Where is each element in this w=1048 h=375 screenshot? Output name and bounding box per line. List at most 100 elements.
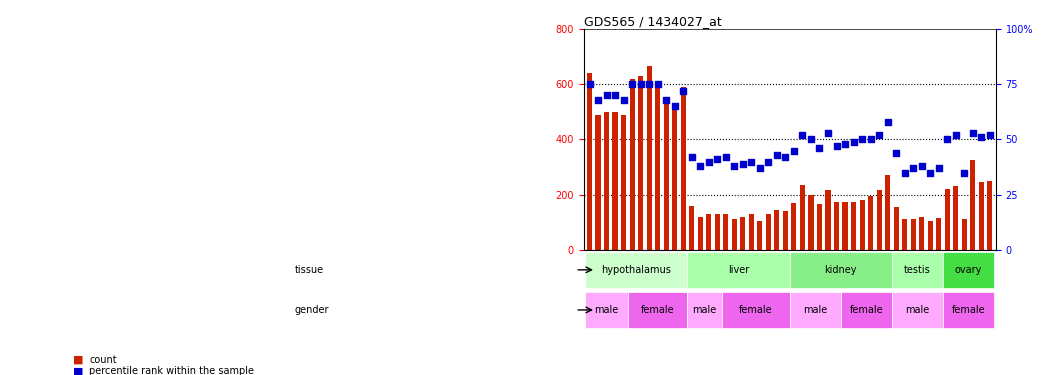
Point [700,159,717,165]
Point [692,163,708,169]
Text: testis: testis [904,265,931,275]
Bar [911,219,916,250]
Point [939,136,956,142]
Text: female: female [640,305,675,315]
Text: male: male [803,305,827,315]
Bar [638,76,643,250]
Point [683,154,700,160]
Point [836,141,853,147]
Point [931,165,947,171]
Bar [987,181,992,250]
Point [863,136,879,142]
FancyBboxPatch shape [585,252,687,288]
Point [640,81,657,87]
Text: female: female [952,305,985,315]
FancyBboxPatch shape [789,252,892,288]
Bar [816,204,822,250]
FancyBboxPatch shape [789,292,840,328]
Text: ■: ■ [73,355,84,365]
Point [751,165,768,171]
Bar [843,201,848,250]
Bar [954,186,958,250]
Bar [936,218,941,250]
Bar [612,112,617,250]
Bar [680,87,685,250]
Point [947,132,964,138]
Bar [647,66,652,250]
Bar [690,206,694,250]
Point [726,163,743,169]
Text: female: female [739,305,772,315]
Point [871,132,888,138]
Bar [758,221,762,250]
Bar [672,109,677,250]
Bar [604,112,609,250]
Text: percentile rank within the sample: percentile rank within the sample [89,366,254,375]
Point [913,163,930,169]
Point [794,132,811,138]
Point [956,170,973,176]
Bar [894,207,899,250]
Point [845,139,861,145]
Point [964,130,981,136]
Text: hypothalamus: hypothalamus [602,265,672,275]
Bar [723,214,728,250]
Bar [783,211,788,250]
FancyBboxPatch shape [687,252,789,288]
Bar [663,102,669,250]
Point [658,97,675,103]
FancyBboxPatch shape [721,292,789,328]
Bar [979,182,984,250]
FancyBboxPatch shape [892,292,943,328]
Point [904,165,921,171]
Point [820,130,836,136]
Bar [740,217,745,250]
Bar [698,217,703,250]
Point [708,156,725,162]
Point [615,97,632,103]
Point [675,88,692,94]
Text: ovary: ovary [955,265,982,275]
Point [888,150,904,156]
Bar [595,116,601,250]
Text: count: count [89,355,116,365]
Point [811,145,828,151]
Point [879,119,896,125]
Point [624,81,640,87]
Bar [944,189,949,250]
Text: gender: gender [294,305,329,315]
Point [922,170,939,176]
Bar [630,79,635,250]
Point [582,81,598,87]
Bar [876,190,881,250]
Point [896,170,913,176]
Text: tissue: tissue [294,265,324,275]
Text: male: male [693,305,717,315]
Bar [655,81,660,250]
Bar [587,73,592,250]
Point [803,136,820,142]
Bar [791,203,796,250]
Bar [834,201,839,250]
Bar [826,190,831,250]
FancyBboxPatch shape [943,292,995,328]
Bar [927,221,933,250]
Point [777,154,793,160]
Point [590,97,607,103]
Point [598,92,615,98]
FancyBboxPatch shape [840,292,892,328]
Bar [962,219,967,250]
Text: liver: liver [728,265,749,275]
Bar [732,219,737,250]
Point [743,159,760,165]
Bar [715,214,720,250]
Point [786,147,803,153]
Point [607,92,624,98]
Bar [919,217,924,250]
Bar [621,116,626,250]
Point [760,159,777,165]
Text: kidney: kidney [825,265,857,275]
Point [854,136,871,142]
Point [632,81,649,87]
Bar [706,214,712,250]
